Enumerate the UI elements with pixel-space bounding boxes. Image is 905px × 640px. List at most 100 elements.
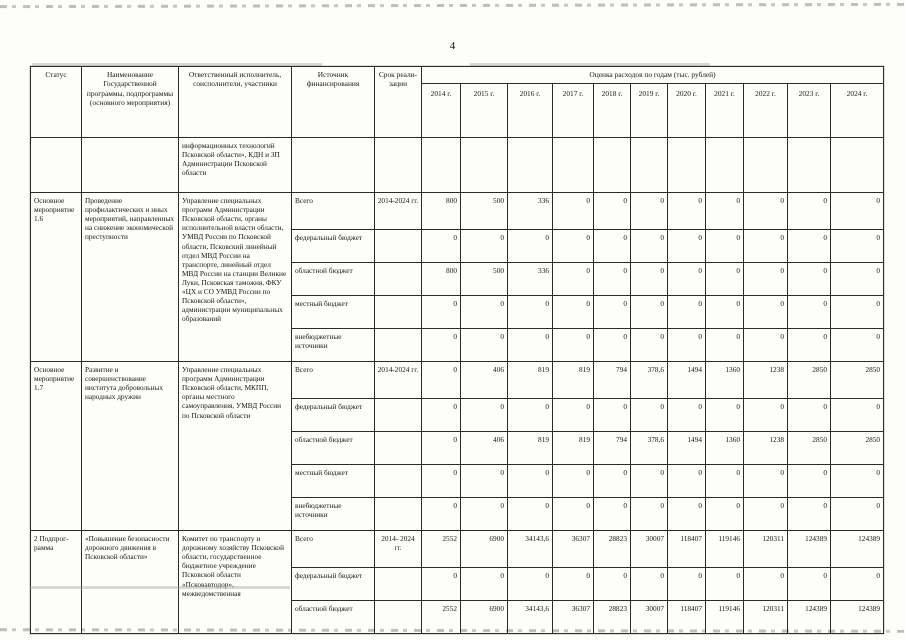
value-cell: 0 [667, 192, 706, 230]
value-cell: 0 [829, 567, 885, 601]
value-cell: 0 [787, 497, 831, 531]
value-cell: 0 [667, 567, 706, 601]
value-cell: 1494 [667, 361, 706, 399]
col-header-estimate: Оценка расходов по годам (тыс. рублей) [420, 66, 885, 84]
value-cell: 0 [593, 229, 631, 263]
value-cell: 0 [421, 229, 461, 263]
value-cell: 30007 [630, 600, 668, 634]
value-cell: 0 [667, 497, 706, 531]
funding-source-cell: Всего [291, 192, 375, 230]
value-cell: 1360 [705, 431, 744, 465]
value-cell: 0 [667, 295, 706, 329]
value-cell: 406 [460, 431, 508, 465]
value-cell: 0 [667, 262, 706, 296]
value-cell: 0 [829, 229, 885, 263]
value-cell: 1238 [743, 361, 788, 399]
value-cell: 0 [630, 328, 668, 362]
value-cell: 0 [507, 497, 553, 531]
term-cell [374, 464, 422, 498]
value-cell: 0 [630, 398, 668, 432]
value-cell: 0 [630, 497, 668, 531]
executor-cell: Управление специальных программ Админист… [178, 192, 292, 362]
value-cell: 124389 [787, 600, 831, 634]
value-cell: 0 [460, 464, 508, 498]
value-cell: 0 [552, 295, 594, 329]
col-header-term: Срок реали-зации [374, 66, 422, 138]
scan-artifact [470, 63, 710, 66]
value-cell: 36307 [552, 530, 594, 568]
executor-cell: Управление специальных программ Админист… [178, 361, 292, 531]
value-cell: 0 [705, 295, 744, 329]
term-cell [374, 567, 422, 601]
term-cell [374, 229, 422, 263]
value-cell: 6900 [460, 600, 508, 634]
value-cell: 0 [787, 398, 831, 432]
value-cell: 0 [593, 398, 631, 432]
value-cell: 0 [507, 229, 553, 263]
value-cell: 500 [460, 192, 508, 230]
value-cell: 0 [593, 328, 631, 362]
col-header-year: 2023 г. [787, 83, 831, 138]
funding-source-cell: внебюджетные источники [291, 328, 375, 362]
value-cell: 819 [552, 431, 594, 465]
value-cell [460, 137, 508, 193]
status-cell: Основное мероприятие 1.7 [30, 361, 82, 531]
table-row: внебюджетные источники 0 0 0 0 0 0 0 0 0 0 0 [31, 497, 885, 531]
value-cell: 336 [507, 262, 553, 296]
col-header-year: 2015 г. [460, 83, 508, 138]
value-cell: 0 [421, 464, 461, 498]
funding-source-cell: федеральный бюджет [291, 229, 375, 263]
table-row: местный бюджет 0 0 0 0 0 0 0 0 0 0 0 [31, 464, 885, 498]
value-cell: 124389 [829, 530, 885, 568]
term-cell [374, 398, 422, 432]
value-cell: 0 [667, 464, 706, 498]
value-cell: 0 [667, 229, 706, 263]
funding-source-cell: внебюджетные источники [291, 497, 375, 531]
value-cell: 0 [421, 328, 461, 362]
value-cell: 0 [743, 567, 788, 601]
value-cell: 1494 [667, 431, 706, 465]
col-header-year: 2016 г. [507, 83, 553, 138]
value-cell: 0 [460, 295, 508, 329]
value-cell: 0 [743, 192, 788, 230]
value-cell [787, 137, 831, 193]
col-header-year: 2019 г. [630, 83, 668, 138]
table-body: информационных технологий Псковской обла… [30, 137, 885, 634]
funding-source-cell: федеральный бюджет [291, 567, 375, 601]
value-cell: 0 [829, 262, 885, 296]
term-cell [374, 600, 422, 634]
value-cell: 0 [787, 464, 831, 498]
value-cell: 0 [705, 328, 744, 362]
value-cell: 0 [421, 567, 461, 601]
value-cell: 0 [829, 192, 885, 230]
value-cell [421, 137, 461, 193]
value-cell: 0 [630, 464, 668, 498]
value-cell: 119146 [705, 530, 744, 568]
value-cell: 0 [829, 398, 885, 432]
budget-table: Статус Наименование Государственной прог… [30, 66, 885, 634]
col-header-year: 2018 г. [593, 83, 631, 138]
value-cell: 0 [667, 398, 706, 432]
value-cell: 2850 [829, 431, 885, 465]
value-cell: 0 [829, 328, 885, 362]
funding-source-cell: областной бюджет [291, 262, 375, 296]
col-header-executor: Ответственный исполнитель, соисполнители… [178, 66, 292, 138]
value-cell: 0 [705, 229, 744, 263]
value-cell: 378,6 [630, 361, 668, 399]
value-cell: 0 [743, 398, 788, 432]
funding-source-cell [291, 137, 375, 193]
value-cell: 819 [507, 431, 553, 465]
value-cell: 0 [630, 192, 668, 230]
value-cell [743, 137, 788, 193]
term-cell [374, 295, 422, 329]
funding-source-cell: местный бюджет [291, 295, 375, 329]
col-header-year: 2020 г. [667, 83, 706, 138]
value-cell: 0 [552, 567, 594, 601]
value-cell [552, 137, 594, 193]
status-cell: Основное мероприятие 1.6 [30, 192, 82, 362]
value-cell: 406 [460, 361, 508, 399]
value-cell: 0 [552, 192, 594, 230]
value-cell: 118407 [667, 600, 706, 634]
funding-source-cell: областной бюджет [291, 600, 375, 634]
table-header-row-years: 2014 г. 2015 г. 2016 г. 2017 г. 2018 г. … [31, 83, 885, 138]
